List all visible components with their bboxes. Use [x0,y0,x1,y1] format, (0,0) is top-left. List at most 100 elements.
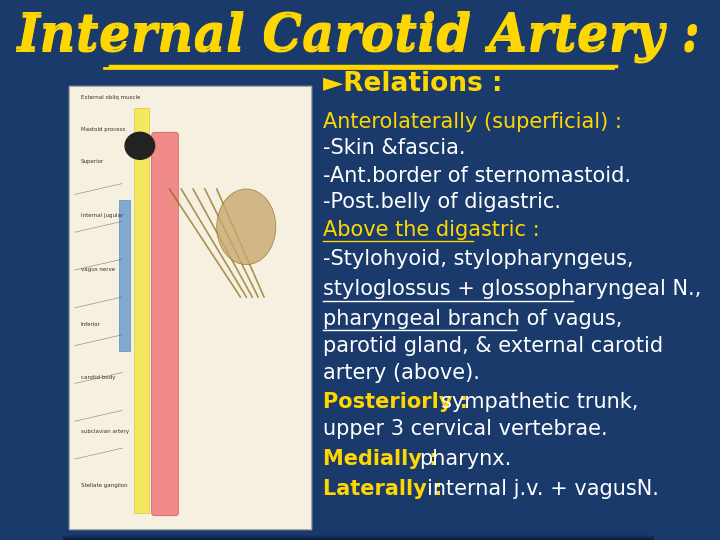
Bar [63,530,654,535]
Bar [63,530,654,535]
Bar [63,531,654,537]
Text: Medially :: Medially : [323,449,459,469]
Bar [63,531,654,537]
Bar [69,86,311,529]
FancyBboxPatch shape [69,86,311,529]
Bar [63,530,654,536]
Text: Anterolaterally (superficial) :: Anterolaterally (superficial) : [323,111,622,132]
Bar [63,532,654,538]
Bar [63,534,654,539]
Bar [63,534,654,539]
Bar [63,530,654,536]
Bar [63,531,654,536]
Bar [63,530,654,535]
Bar [63,535,654,540]
Text: styloglossus + glossopharyngeal N.,: styloglossus + glossopharyngeal N., [323,279,701,299]
Bar [63,530,654,536]
Text: parotid gland, & external carotid: parotid gland, & external carotid [323,335,663,356]
Bar [63,534,654,539]
Bar [63,530,654,536]
Bar [63,533,654,538]
Bar [63,530,654,535]
Bar [63,534,654,539]
Bar [63,530,654,535]
Text: Inferior: Inferior [81,321,101,327]
FancyBboxPatch shape [152,132,179,516]
Bar [63,531,654,537]
Bar [63,531,654,537]
Ellipse shape [217,189,276,265]
Bar [63,534,654,539]
Bar [63,533,654,538]
Bar [63,533,654,538]
Bar [63,531,654,536]
Bar [63,533,654,538]
Text: Superior: Superior [81,159,104,165]
Bar [63,532,654,538]
Text: vagus nerve: vagus nerve [81,267,115,273]
Bar [63,530,654,536]
Bar [63,531,654,536]
Bar [63,530,654,536]
Bar [63,534,654,539]
Bar [63,530,654,536]
Bar [63,530,654,536]
Bar [63,532,654,537]
Bar [63,531,654,537]
Bar [120,200,130,351]
Bar [63,531,654,536]
Bar [63,534,654,539]
Text: -Ant.border of sternomastoid.: -Ant.border of sternomastoid. [323,165,631,186]
Bar [63,532,654,538]
Bar [63,534,654,539]
Text: ►Relations :: ►Relations : [323,71,503,97]
Bar [63,533,654,538]
Text: pharyngeal branch of vagus,: pharyngeal branch of vagus, [323,308,623,329]
Bar [63,533,654,538]
Bar [63,532,654,537]
Bar [63,532,654,538]
Text: carotid body: carotid body [81,375,115,381]
Bar [63,534,654,539]
Bar [63,532,654,537]
Text: -Post.belly of digastric.: -Post.belly of digastric. [323,192,561,213]
Bar [63,533,654,538]
Bar [63,534,654,539]
Bar [63,529,654,535]
Bar [63,534,654,539]
Bar [63,531,654,536]
Bar [63,530,654,535]
Bar [63,530,654,535]
Bar [63,535,654,540]
Text: Above the digastric :: Above the digastric : [323,219,540,240]
Bar [63,530,654,536]
Text: -Skin &fascia.: -Skin &fascia. [323,138,466,159]
Bar [63,532,654,537]
Text: sympathetic trunk,: sympathetic trunk, [441,392,639,413]
Bar [63,532,654,537]
Bar [63,529,654,535]
Bar [63,533,654,538]
Bar [63,535,654,540]
Bar [63,534,654,539]
Text: Internal Carotid Artery :: Internal Carotid Artery : [17,13,701,63]
Bar [63,532,654,537]
Circle shape [125,132,155,159]
Bar [63,534,654,539]
Bar [63,531,654,537]
Text: External obliq muscle: External obliq muscle [81,94,140,100]
Text: -Stylohyoid, stylopharyngeus,: -Stylohyoid, stylopharyngeus, [323,249,634,269]
Bar [63,532,654,538]
Text: internal j.v. + vagusN.: internal j.v. + vagusN. [427,478,659,499]
Bar [63,532,654,538]
Bar [63,531,654,536]
Bar [63,532,654,538]
Text: Internal Carotid Artery :: Internal Carotid Artery : [17,13,701,63]
Bar [63,532,654,537]
Bar [63,534,654,539]
Bar [63,534,654,539]
Bar [63,532,654,538]
Bar [134,108,149,513]
Bar [63,535,654,540]
Bar [63,532,654,538]
